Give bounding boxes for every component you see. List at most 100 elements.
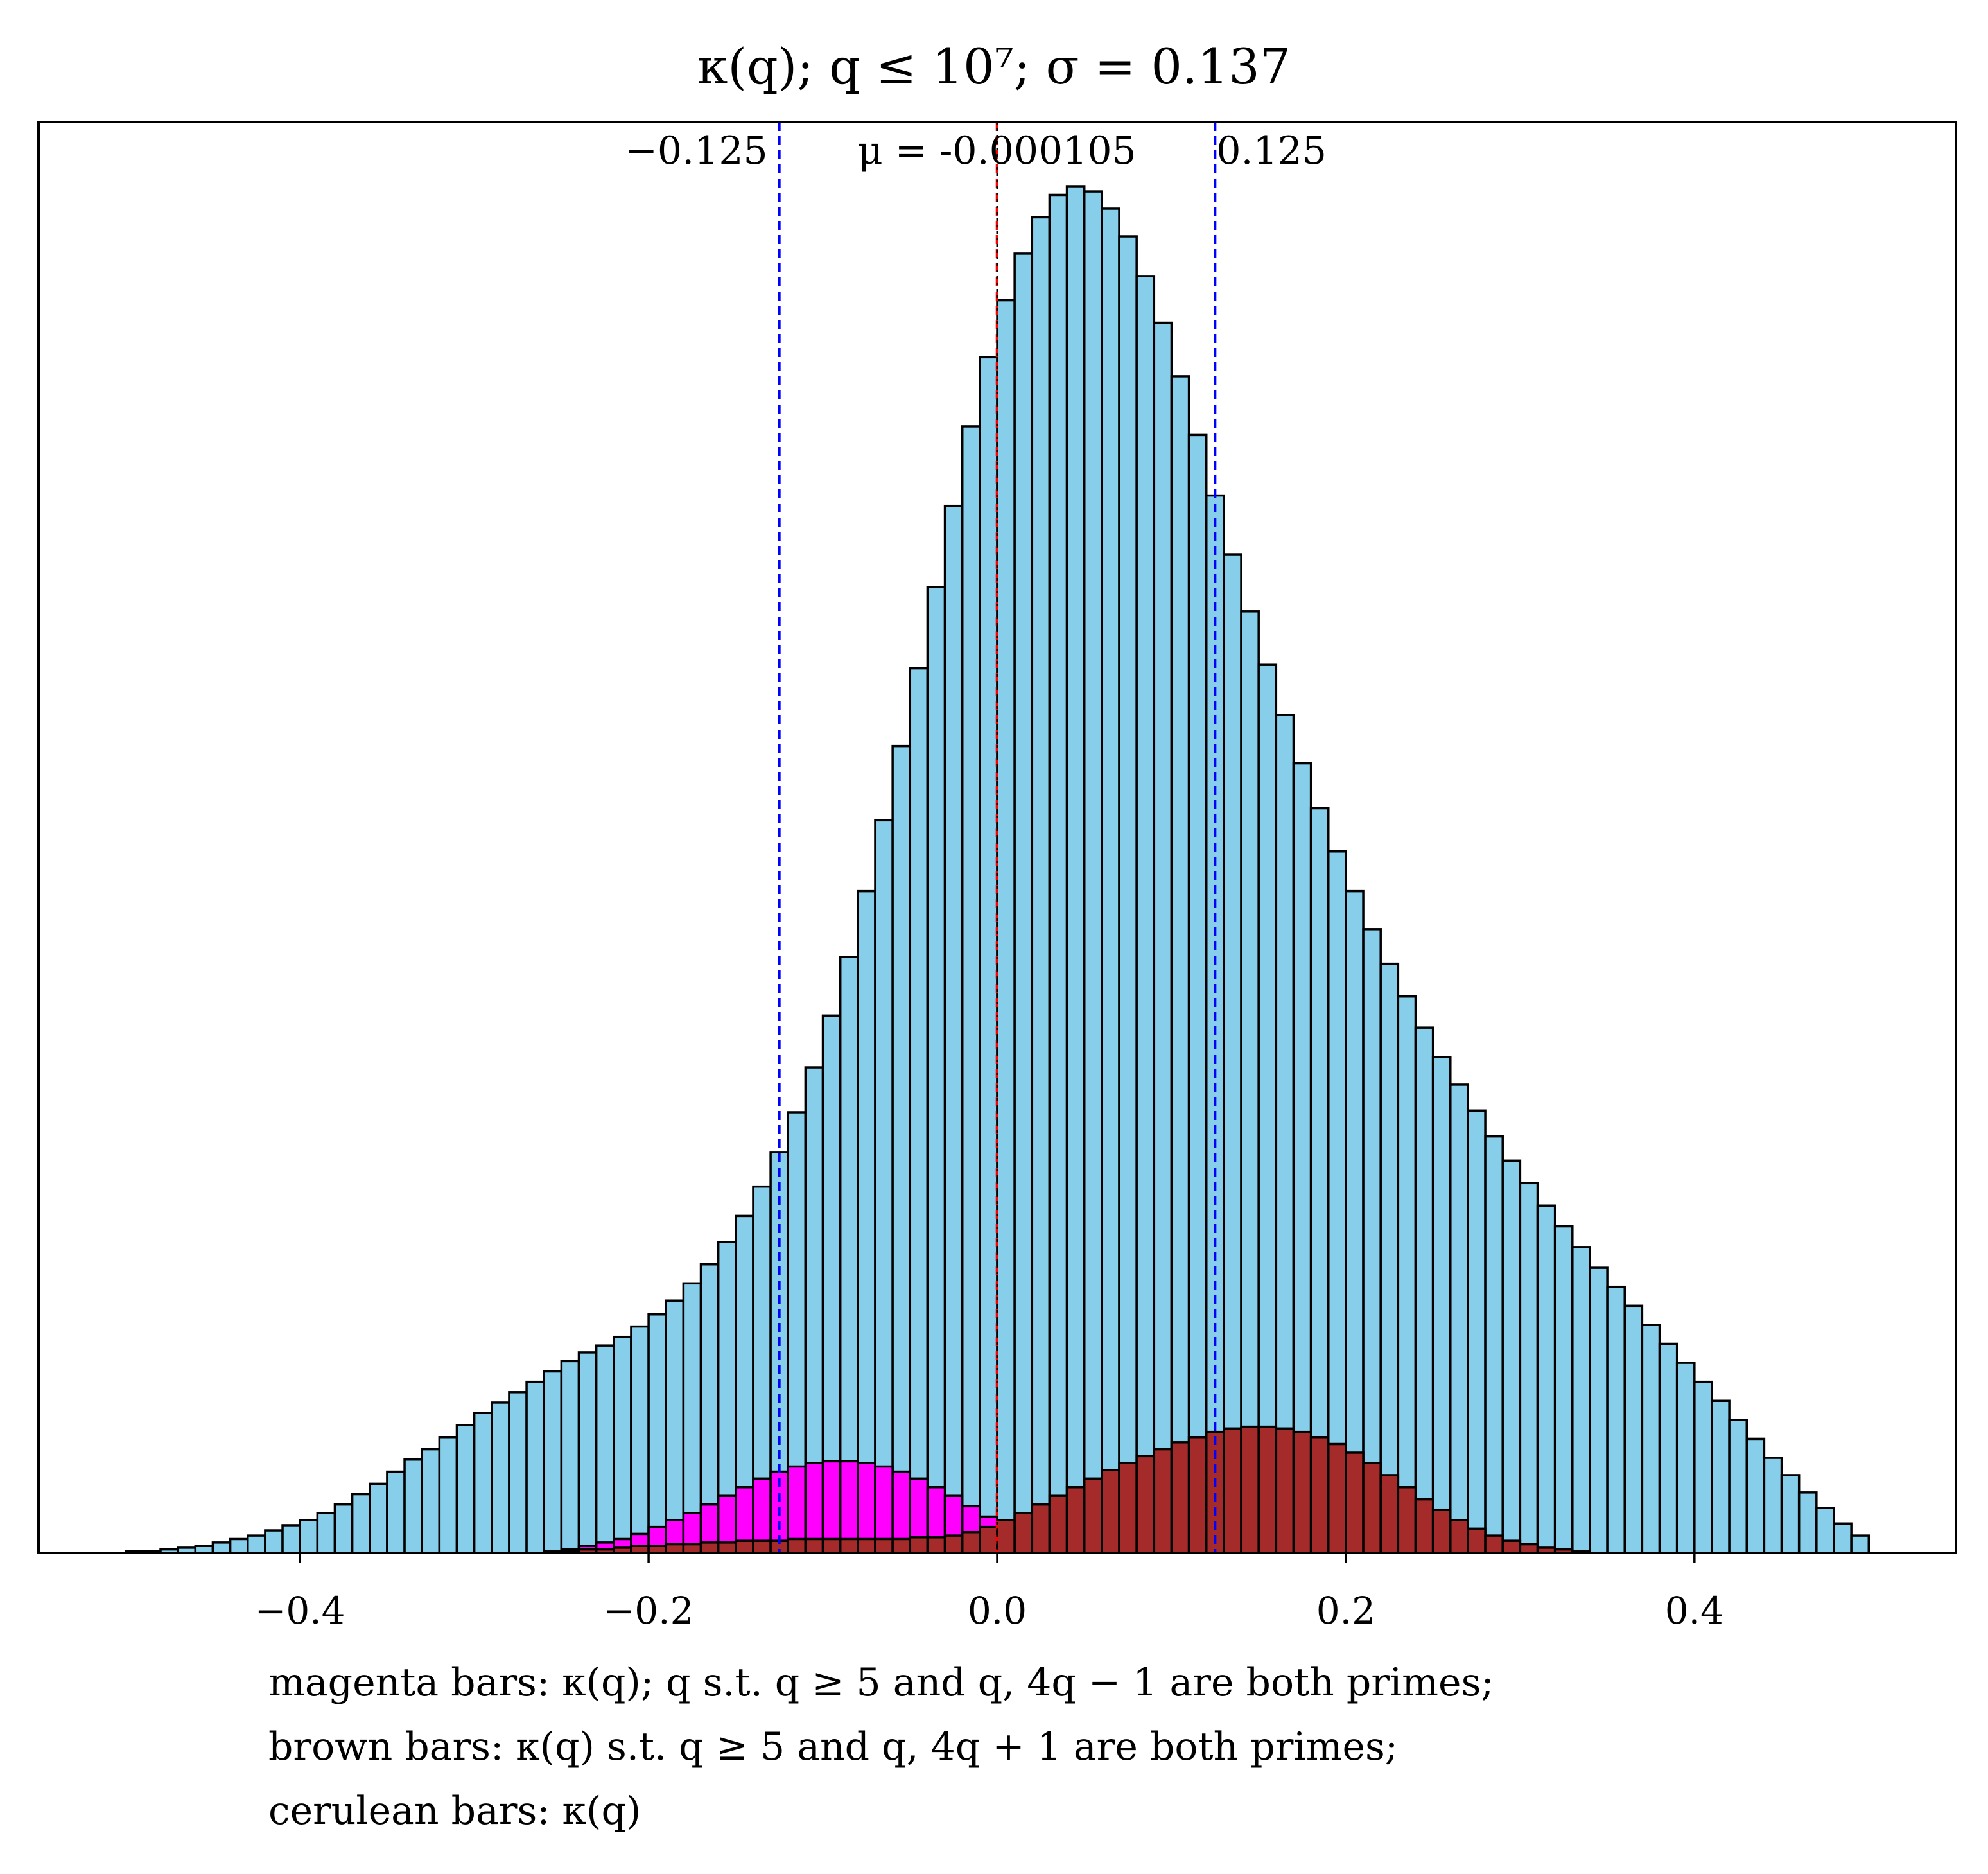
brown-bar [1083,1477,1103,1554]
cerulean-bar [1675,1362,1696,1554]
cerulean-bar [1118,235,1138,1554]
x-tick-label: −0.4 [255,1589,345,1633]
cerulean-bar [1780,1474,1801,1554]
cerulean-bar [560,1360,580,1554]
cerulean-bar [1431,1056,1452,1554]
cerulean-bar [1153,321,1173,1554]
cerulean-bar [1414,1026,1434,1554]
cerulean-bar [1693,1380,1713,1554]
brown-bar [1065,1486,1086,1554]
brown-bar [943,1534,964,1554]
cerulean-bar [1170,375,1190,1554]
brown-bars-group [543,1425,1591,1554]
cerulean-bar [1833,1522,1853,1554]
brown-bar [1467,1527,1487,1554]
cerulean-bar [1519,1182,1539,1554]
x-tick-label: −0.2 [604,1589,694,1633]
cerulean-bar [525,1380,545,1554]
cerulean-bar [491,1401,510,1554]
chart-title: κ(q); q ≤ 10⁷; σ = 0.137 [697,38,1291,95]
brown-bar [1118,1462,1138,1554]
cerulean-bar [1606,1285,1626,1554]
cerulean-bar [1658,1342,1678,1554]
vline-label-2: μ = -0.000105 [858,128,1137,173]
cerulean-bar [979,356,998,1554]
cerulean-bar [1223,553,1242,1554]
cerulean-bar [1501,1159,1522,1554]
brown-bar [1031,1503,1051,1554]
brown-bar [804,1537,824,1554]
cerulean-bar [229,1537,249,1554]
cerulean-bar [630,1325,650,1554]
brown-bar [682,1543,702,1554]
brown-bar [821,1537,842,1554]
cerulean-bar [909,667,929,1554]
brown-bar [909,1536,929,1554]
cerulean-bar [1275,714,1295,1554]
cerulean-bar [421,1448,441,1554]
cerulean-bar [996,299,1016,1554]
brown-bar [1501,1539,1522,1554]
cerulean-bar [333,1503,354,1554]
cerulean-bar [857,889,876,1554]
cerulean-bar [455,1424,476,1554]
brown-bar [752,1539,772,1554]
x-tick-label: 0.4 [1665,1589,1724,1633]
cerulean-bar [943,504,964,1554]
brown-bar [1292,1430,1312,1554]
x-axis-ticks: −0.4 −0.2 0.0 0.2 0.4 [255,1553,1724,1633]
brown-bar [665,1543,685,1554]
cerulean-bar [1397,995,1417,1554]
brown-bar [857,1537,876,1554]
brown-bar [1205,1430,1225,1554]
cerulean-bar [613,1335,632,1554]
cerulean-bar [1571,1246,1591,1554]
cerulean-bar [1536,1204,1556,1554]
brown-bar [1449,1519,1469,1554]
cerulean-bar [595,1344,615,1554]
magenta-bar [804,1462,824,1554]
brown-bar [1257,1425,1278,1554]
cerulean-bar [543,1370,563,1554]
brown-bar [735,1539,754,1554]
cerulean-bar [1083,190,1103,1554]
cerulean-bar [1101,207,1120,1554]
brown-bar [874,1537,894,1554]
brown-bar [926,1536,946,1554]
cerulean-bar [246,1534,266,1554]
cerulean-bar [1484,1135,1504,1554]
cerulean-bar [1031,216,1051,1554]
brown-bar [699,1541,720,1554]
cerulean-bar [1345,889,1365,1554]
cerulean-bar [1589,1266,1609,1554]
cerulean-bar [961,425,981,1554]
cerulean-bar [1187,433,1208,1554]
cerulean-bar [299,1519,319,1554]
brown-bar [1275,1427,1295,1554]
cerulean-bar [1728,1419,1748,1554]
vline-label-1: 0.125 [1216,128,1327,173]
cerulean-bar [351,1493,371,1554]
cerulean-bar [264,1529,284,1554]
brown-bar [1362,1462,1382,1554]
cerulean-bar [577,1351,598,1554]
brown-bar [979,1525,998,1554]
cerulean-bar [1309,807,1330,1554]
brown-bar [1135,1455,1156,1554]
cerulean-bar [647,1313,667,1554]
legend-line-magenta: magenta bars: κ(q); q s.t. q ≥ 5 and q, … [268,1660,1494,1705]
cerulean-bar [1797,1491,1818,1554]
cerulean-bar [1641,1324,1661,1554]
cerulean-bar [665,1299,685,1554]
legend-caption: magenta bars: κ(q); q s.t. q ≥ 5 and q, … [268,1651,1494,1843]
brown-bar [1309,1436,1330,1554]
cerulean-bar [508,1391,528,1554]
brown-bar [787,1537,807,1554]
brown-bar [1048,1494,1068,1554]
brown-bar [1519,1543,1539,1554]
vline-label-0: −0.125 [625,128,768,173]
cerulean-bar [1362,928,1382,1554]
cerulean-bar [1815,1507,1835,1554]
reference-line-labels: −0.125 0.125 μ = -0.000105 [625,128,1327,173]
cerulean-bar [1623,1304,1644,1554]
